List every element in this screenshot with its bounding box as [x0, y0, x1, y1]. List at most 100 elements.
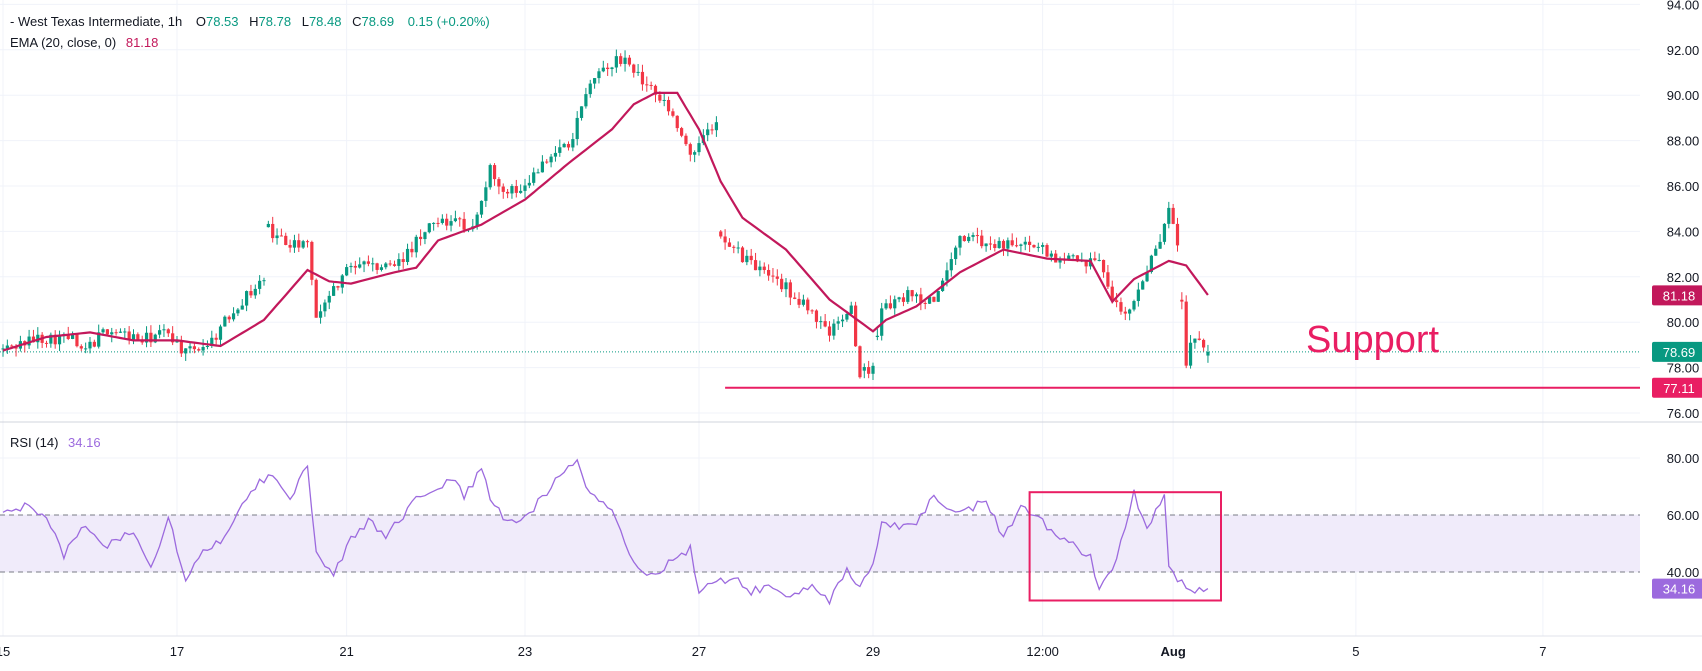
candle-body	[75, 333, 79, 347]
candle-body	[597, 71, 601, 79]
candle-body	[310, 241, 314, 280]
candle-body	[632, 64, 636, 73]
time-tick-label: 23	[518, 644, 532, 659]
candle-body	[610, 67, 614, 70]
candle-body	[545, 161, 549, 163]
legend-l-label: L	[302, 14, 309, 29]
legend-c-value: 78.69	[362, 14, 395, 29]
candle-body	[110, 332, 114, 335]
candle-body	[801, 299, 805, 305]
candle-body	[693, 152, 697, 155]
candle-body	[123, 331, 127, 333]
time-tick-label: 29	[866, 644, 880, 659]
candle-body	[392, 264, 397, 266]
candle-body	[136, 334, 140, 340]
candle-body	[53, 334, 57, 345]
candle-body	[967, 236, 971, 242]
candle-body	[771, 275, 775, 277]
candle-body	[1058, 259, 1062, 263]
legend-change: 0.15 (+0.20%)	[408, 14, 490, 29]
candle-body	[732, 246, 736, 248]
price-tick-label: 92.00	[1667, 43, 1700, 58]
candle-body	[980, 235, 984, 247]
support-annotation[interactable]: Support	[1306, 319, 1440, 361]
candle-body	[1041, 245, 1045, 247]
candle-body	[858, 346, 862, 378]
candle-body	[131, 334, 136, 341]
candle-body	[201, 347, 205, 351]
support-price-tag-text: 77.11	[1663, 381, 1695, 396]
candle-body	[1145, 271, 1149, 282]
last-price-tag-bg	[1652, 341, 1702, 362]
candle-body	[475, 214, 479, 227]
candle-body	[571, 139, 575, 148]
time-axis[interactable]: 15 17 21 23 27 29 12:00 Aug 5 7	[0, 644, 1547, 659]
legend-interval: 1h	[168, 14, 182, 29]
time-tick-label: 12:00	[1026, 644, 1059, 659]
candle-body	[688, 144, 692, 155]
candle-body	[749, 255, 753, 261]
candle-body	[114, 332, 118, 334]
candle-body	[432, 222, 436, 224]
candle-body	[1097, 259, 1101, 261]
rsi-line	[2, 458, 1209, 606]
candle-body	[323, 302, 327, 312]
candle-body	[532, 172, 536, 183]
time-tick-label: Aug	[1161, 644, 1186, 659]
candle-body	[1149, 255, 1153, 272]
candle-body	[279, 235, 283, 237]
price-tick-label: 90.00	[1667, 88, 1700, 103]
candle-body	[1014, 245, 1019, 247]
rsi-band	[0, 515, 1640, 572]
candle-body	[519, 190, 523, 193]
rsi-value-tag-text: 34.16	[1663, 582, 1696, 597]
candle-body	[105, 329, 109, 335]
candle-body	[501, 186, 505, 192]
candle-body	[1, 348, 5, 350]
candle-body	[101, 329, 105, 333]
candle-body	[371, 263, 375, 265]
legend-o-value: 78.53	[206, 14, 239, 29]
candle-body	[166, 329, 170, 334]
candle-body	[340, 275, 344, 288]
rsi-highlight-box[interactable]	[1028, 491, 1222, 602]
candle-body	[419, 236, 423, 240]
candle-body	[84, 348, 88, 350]
candle-body	[31, 336, 36, 343]
candle-body	[314, 279, 318, 318]
candle-body	[675, 115, 679, 129]
candle-body	[1162, 223, 1167, 242]
candle-body	[27, 336, 31, 346]
candle-body	[1006, 240, 1010, 249]
ema-price-tag-bg	[1652, 285, 1702, 306]
candle-body	[440, 218, 444, 223]
candle-body	[349, 265, 353, 268]
candle-body	[880, 308, 884, 336]
candle-body	[1206, 351, 1210, 356]
price-axis[interactable]: 76.00 78.00 80.00 82.00 84.00 86.00 88.00 90.00…	[1667, 0, 1700, 421]
candle-body	[1128, 309, 1132, 314]
candle-body	[401, 259, 405, 262]
candle-body	[1180, 299, 1184, 302]
candle-body	[297, 240, 301, 248]
candle-body	[1049, 253, 1053, 257]
candle-body	[36, 334, 40, 343]
candle-body	[993, 244, 997, 249]
candle-body	[514, 186, 518, 193]
candle-body	[410, 248, 414, 253]
candle-body	[906, 290, 910, 302]
candle-body	[292, 240, 297, 248]
candle-body	[205, 345, 210, 348]
time-tick-label: 7	[1539, 644, 1546, 659]
candle-body	[666, 99, 671, 112]
candle-body	[397, 259, 401, 266]
rsi-axis[interactable]: 40.00 60.00 80.00	[1667, 451, 1700, 580]
candle-body	[506, 191, 510, 194]
candle-body	[158, 330, 162, 335]
candle-body	[144, 332, 149, 343]
candle-body	[318, 311, 323, 318]
candle-body	[458, 218, 462, 220]
rsi-value-tag-bg	[1652, 578, 1702, 599]
candle-body	[127, 331, 131, 341]
candle-body	[118, 331, 123, 333]
